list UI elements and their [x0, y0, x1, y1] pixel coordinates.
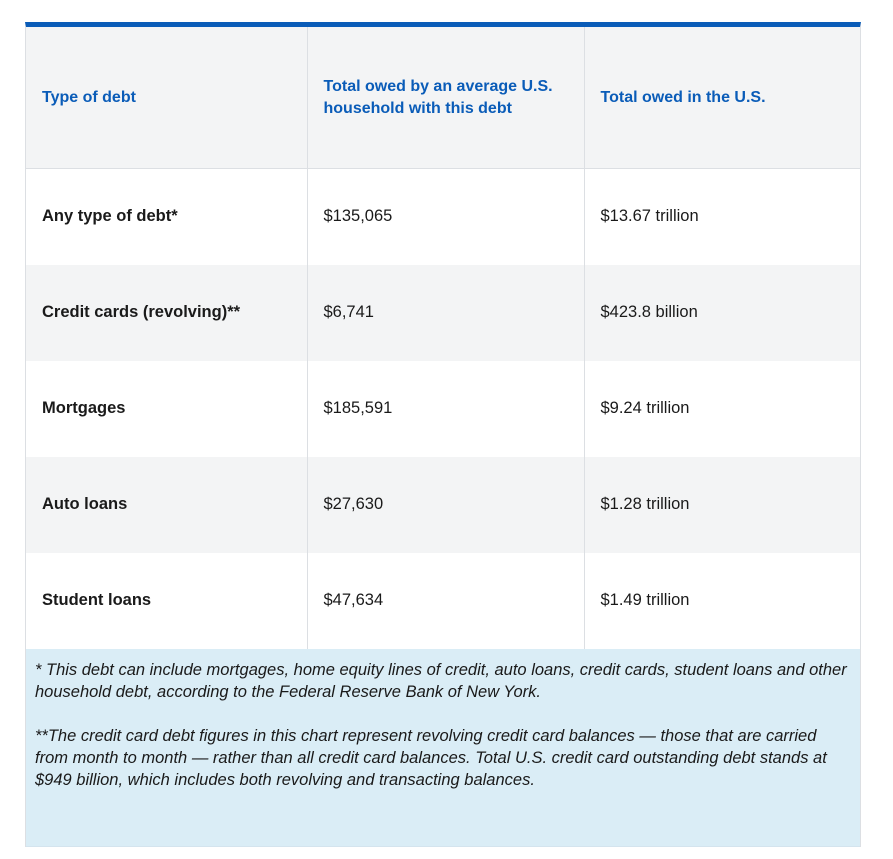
household-amount-cell: $185,591	[306, 360, 584, 457]
table-body: Any type of debt* $135,065 $13.67 trilli…	[26, 168, 860, 649]
table-row: Auto loans $27,630 $1.28 trillion	[26, 456, 860, 553]
household-amount-cell: $6,741	[306, 264, 584, 361]
header-total-us-owed: Total owed in the U.S.	[583, 27, 860, 169]
total-amount-cell: $1.28 trillion	[583, 456, 860, 553]
total-amount-cell: $9.24 trillion	[583, 360, 860, 457]
table-row: Credit cards (revolving)** $6,741 $423.8…	[26, 264, 860, 361]
header-household-owed: Total owed by an average U.S. household …	[306, 27, 584, 169]
footnote-credit-card: **The credit card debt figures in this c…	[35, 726, 827, 789]
table-row: Student loans $47,634 $1.49 trillion	[26, 552, 860, 649]
household-amount-cell: $135,065	[306, 168, 584, 265]
debt-type-cell: Any type of debt*	[26, 168, 307, 265]
table-row: Mortgages $185,591 $9.24 trillion	[26, 360, 860, 457]
header-row: Type of debt Total owed by an average U.…	[26, 27, 860, 169]
total-amount-cell: $1.49 trillion	[583, 552, 860, 649]
table-row: Any type of debt* $135,065 $13.67 trilli…	[26, 168, 860, 265]
table-header: Type of debt Total owed by an average U.…	[26, 27, 860, 169]
debt-type-cell: Mortgages	[26, 360, 307, 457]
header-type-of-debt: Type of debt	[26, 27, 307, 169]
debt-type-cell: Student loans	[26, 552, 307, 649]
footnote-any-debt: * This debt can include mortgages, home …	[35, 660, 847, 701]
total-amount-cell: $423.8 billion	[583, 264, 860, 361]
total-amount-cell: $13.67 trillion	[583, 168, 860, 265]
household-amount-cell: $47,634	[306, 552, 584, 649]
debt-table: Type of debt Total owed by an average U.…	[26, 27, 860, 649]
debt-type-cell: Auto loans	[26, 456, 307, 553]
debt-type-cell: Credit cards (revolving)**	[26, 264, 307, 361]
debt-table-container: Type of debt Total owed by an average U.…	[25, 22, 861, 847]
footnotes: * This debt can include mortgages, home …	[26, 648, 860, 847]
household-amount-cell: $27,630	[306, 456, 584, 553]
